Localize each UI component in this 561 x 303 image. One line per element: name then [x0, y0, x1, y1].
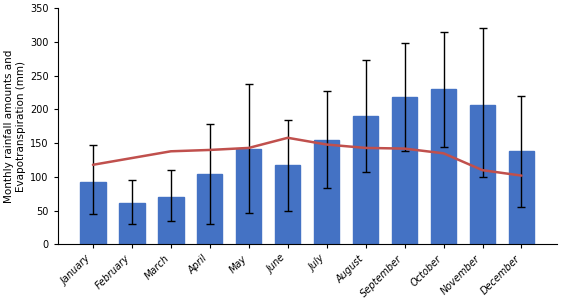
Bar: [236, 148, 261, 245]
Bar: [158, 197, 183, 245]
Bar: [509, 151, 534, 245]
Bar: [431, 89, 456, 245]
Bar: [353, 116, 378, 245]
Bar: [197, 174, 223, 245]
Bar: [470, 105, 495, 245]
Bar: [314, 140, 339, 245]
Bar: [392, 97, 417, 245]
Y-axis label: Monthly rainfall amounts and
Evapotranspiration (mm): Monthly rainfall amounts and Evapotransp…: [4, 50, 26, 203]
Bar: [80, 182, 105, 245]
Bar: [275, 165, 300, 245]
Bar: [119, 203, 145, 245]
